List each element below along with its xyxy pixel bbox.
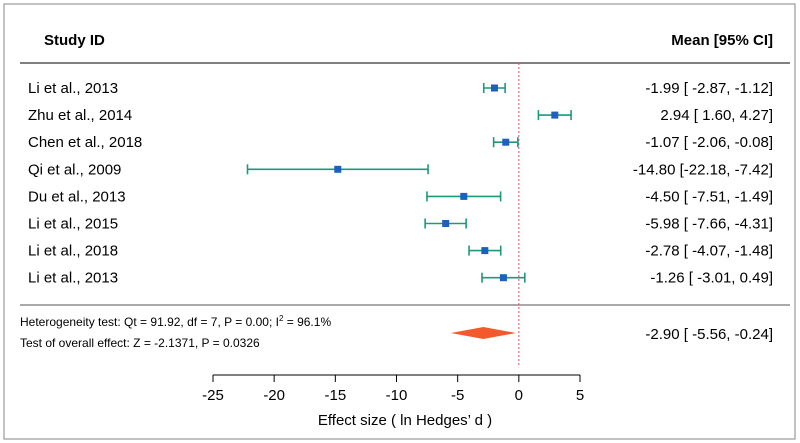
study-label: Du et al., 2013	[28, 188, 126, 205]
study-estimate-text: -14.80 [-22.18, -7.42]	[633, 161, 773, 178]
study-label: Li et al., 2018	[28, 243, 118, 260]
study-row: Li et al., 2018 -2.78 [ -4.07, -1.48]	[28, 243, 773, 260]
study-estimate-text: -1.99 [ -2.87, -1.12]	[645, 80, 773, 97]
study-row: Chen et al., 2018 -1.07 [ -2.06, -0.08]	[28, 134, 773, 151]
point-estimate-square	[334, 165, 342, 173]
x-axis-ticks: -25 -20 -15 -10 -5 0 5	[202, 375, 584, 404]
x-tick-label: -15	[324, 387, 346, 404]
overall-effect-text: Test of overall effect: Z = -2.1371, P =…	[20, 336, 260, 350]
study-row: Li et al., 2013 -1.26 [ -3.01, 0.49]	[28, 270, 773, 287]
x-tick-label: -10	[386, 387, 408, 404]
study-label: Li et al., 2013	[28, 80, 118, 97]
study-label: Zhu et al., 2014	[28, 107, 132, 124]
x-axis-label: Effect size ( ln Hedges’ d )	[318, 412, 492, 429]
point-estimate-square	[490, 84, 498, 92]
study-label: Li et al., 2015	[28, 216, 118, 233]
study-row: Du et al., 2013 -4.50 [ -7.51, -1.49]	[28, 188, 773, 205]
study-estimate-text: -2.78 [ -4.07, -1.48]	[645, 243, 773, 260]
study-label: Qi et al., 2009	[28, 161, 121, 178]
heterogeneity-prefix: Heterogeneity test: Qt = 91.92, df = 7, …	[20, 315, 279, 329]
study-label: Chen et al., 2018	[28, 134, 142, 151]
point-estimate-square	[442, 220, 450, 227]
x-tick-label: 5	[576, 387, 584, 404]
point-estimate-square	[551, 111, 559, 119]
study-estimate-text: -5.98 [ -7.66, -4.31]	[645, 216, 773, 233]
study-row: Li et al., 2013 -1.99 [ -2.87, -1.12]	[28, 80, 773, 97]
point-estimate-square	[499, 274, 507, 282]
x-tick-label: -20	[263, 387, 285, 404]
study-id-header: Study ID	[44, 32, 105, 49]
study-estimate-text: 2.94 [ 1.60, 4.27]	[660, 107, 773, 124]
study-rows: Li et al., 2013 -1.99 [ -2.87, -1.12] Zhu …	[28, 80, 773, 287]
study-estimate-text: -1.07 [ -2.06, -0.08]	[645, 134, 773, 151]
heterogeneity-superscript: 2	[279, 314, 284, 323]
study-row: Qi et al., 2009 -14.80 [-22.18, -7.42]	[28, 161, 773, 178]
x-tick-label: 0	[515, 387, 523, 404]
study-row: Li et al., 2015 -5.98 [ -7.66, -4.31]	[28, 216, 773, 233]
summary-diamond	[450, 327, 516, 339]
estimate-header: Mean [95% CI]	[671, 32, 773, 49]
summary-estimate-text: -2.90 [ -5.56, -0.24]	[645, 326, 773, 343]
study-estimate-text: -4.50 [ -7.51, -1.49]	[645, 188, 773, 205]
study-estimate-text: -1.26 [ -3.01, 0.49]	[650, 270, 773, 287]
point-estimate-square	[460, 192, 468, 200]
study-row: Zhu et al., 2014 2.94 [ 1.60, 4.27]	[28, 107, 773, 124]
point-estimate-square	[502, 138, 510, 146]
heterogeneity-suffix: = 96.1%	[283, 315, 331, 329]
x-tick-label: -5	[451, 387, 464, 404]
point-estimate-square	[481, 247, 489, 255]
study-label: Li et al., 2013	[28, 270, 118, 287]
heterogeneity-text: Heterogeneity test: Qt = 91.92, df = 7, …	[20, 314, 331, 329]
figure-border	[3, 3, 796, 440]
x-tick-label: -25	[202, 387, 224, 404]
